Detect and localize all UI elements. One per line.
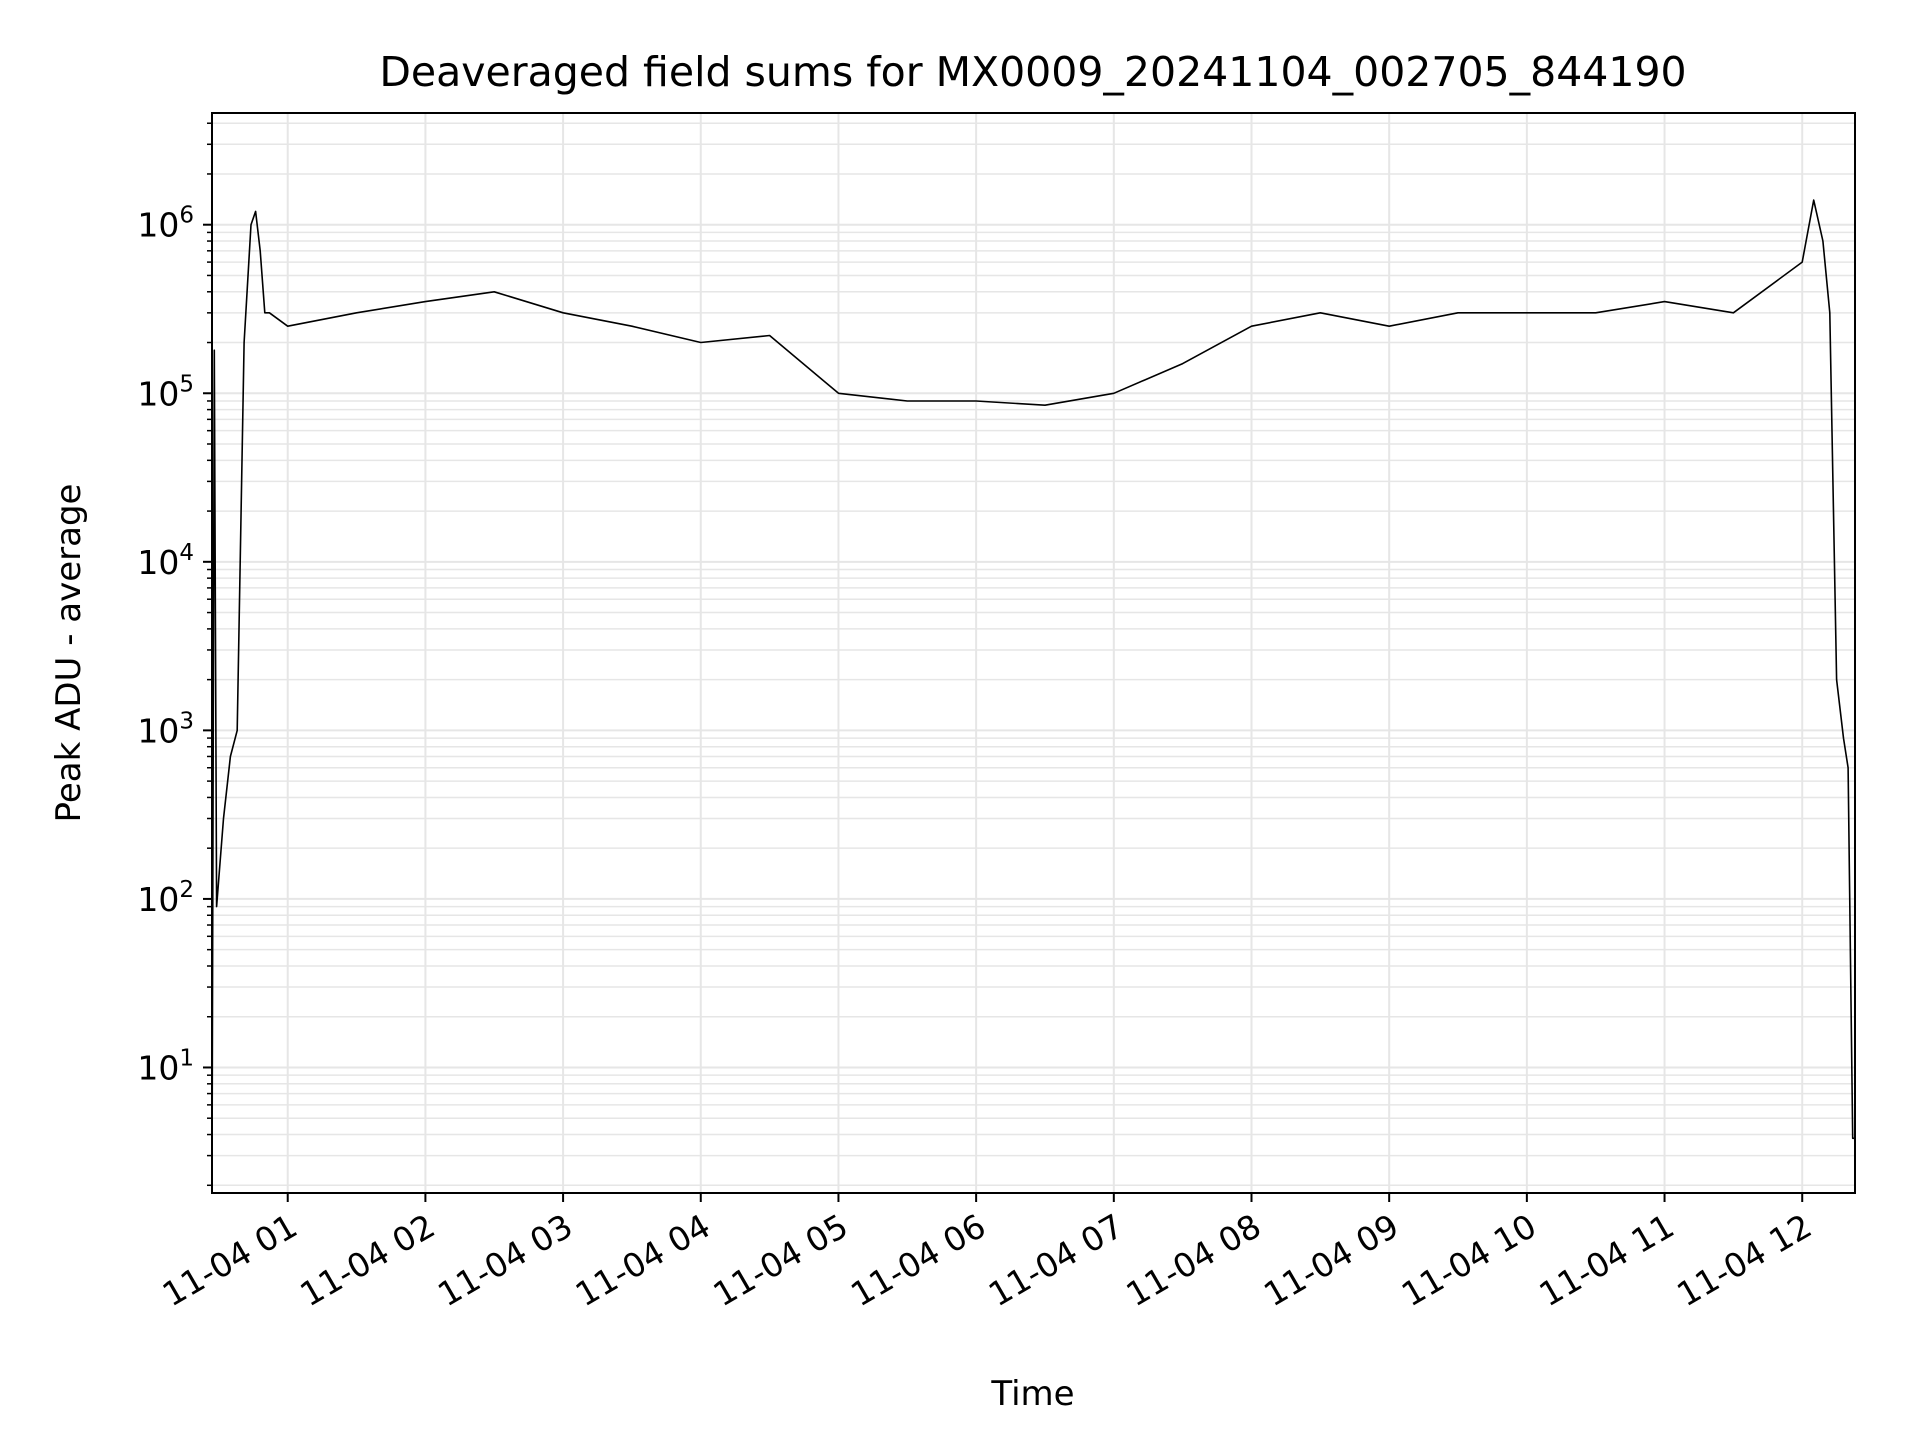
grid-layer	[212, 113, 1855, 1193]
x-tick-label: 11-04 07	[982, 1206, 1130, 1314]
x-tick-label: 11-04 02	[293, 1206, 441, 1314]
x-tick-label: 11-04 05	[706, 1206, 854, 1314]
series-layer	[211, 199, 1855, 1186]
series-line	[211, 199, 1855, 1186]
y-axis-label: Peak ADU - average	[49, 484, 89, 823]
y-tick-label: 104	[137, 540, 194, 582]
x-tick-label: 11-04 06	[844, 1206, 992, 1314]
y-tick-label: 101	[137, 1045, 194, 1087]
x-axis-label: Time	[990, 1374, 1074, 1414]
y-tick-label: 106	[137, 203, 194, 245]
x-tick-label: 11-04 03	[431, 1206, 579, 1314]
x-tick-label: 11-04 04	[569, 1206, 717, 1314]
y-tick-label: 102	[137, 877, 194, 919]
plot-frame	[211, 112, 1856, 1194]
x-tick-label: 11-04 09	[1257, 1206, 1405, 1314]
x-tick-label: 11-04 12	[1670, 1206, 1818, 1314]
y-tick-label: 105	[137, 371, 194, 413]
y-tick-label: 103	[137, 708, 194, 750]
x-tick-label: 11-04 01	[156, 1206, 304, 1314]
x-tick-label: 11-04 11	[1533, 1206, 1681, 1314]
x-tick-label: 11-04 08	[1119, 1206, 1267, 1314]
x-tick-label: 11-04 10	[1395, 1206, 1543, 1314]
chart-title: Deaveraged field sums for MX0009_2024110…	[379, 48, 1686, 96]
